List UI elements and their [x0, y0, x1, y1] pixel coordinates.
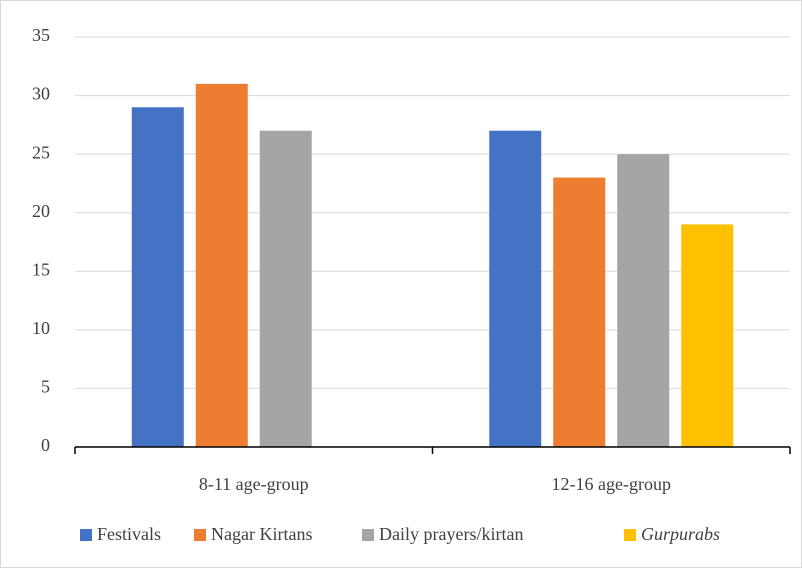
legend-swatch — [362, 529, 374, 541]
y-tick-label: 5 — [41, 377, 50, 397]
legend-label: Gurpurabs — [641, 524, 720, 544]
y-tick-label: 10 — [32, 318, 50, 338]
bar — [131, 107, 184, 448]
legend-label: Daily prayers/kirtan — [379, 524, 523, 544]
legend-swatch — [80, 529, 92, 541]
legend-swatch — [624, 529, 636, 541]
bar — [195, 83, 248, 447]
y-tick-label: 15 — [32, 259, 50, 279]
y-tick-label: 0 — [41, 435, 50, 455]
bar — [617, 154, 670, 447]
bar — [553, 177, 606, 448]
y-tick-label: 25 — [32, 142, 50, 162]
bar — [489, 130, 542, 447]
bar — [681, 224, 734, 447]
y-tick-label: 30 — [32, 84, 50, 104]
legend-label: Nagar Kirtans — [211, 524, 312, 544]
legend-swatch — [194, 529, 206, 541]
bar — [259, 130, 312, 447]
x-tick-label: 8-11 age-group — [199, 474, 309, 494]
x-tick-label: 12-16 age-group — [552, 474, 671, 494]
legend-label: Festivals — [97, 524, 161, 544]
y-tick-label: 35 — [32, 25, 50, 45]
y-tick-label: 20 — [32, 201, 50, 221]
